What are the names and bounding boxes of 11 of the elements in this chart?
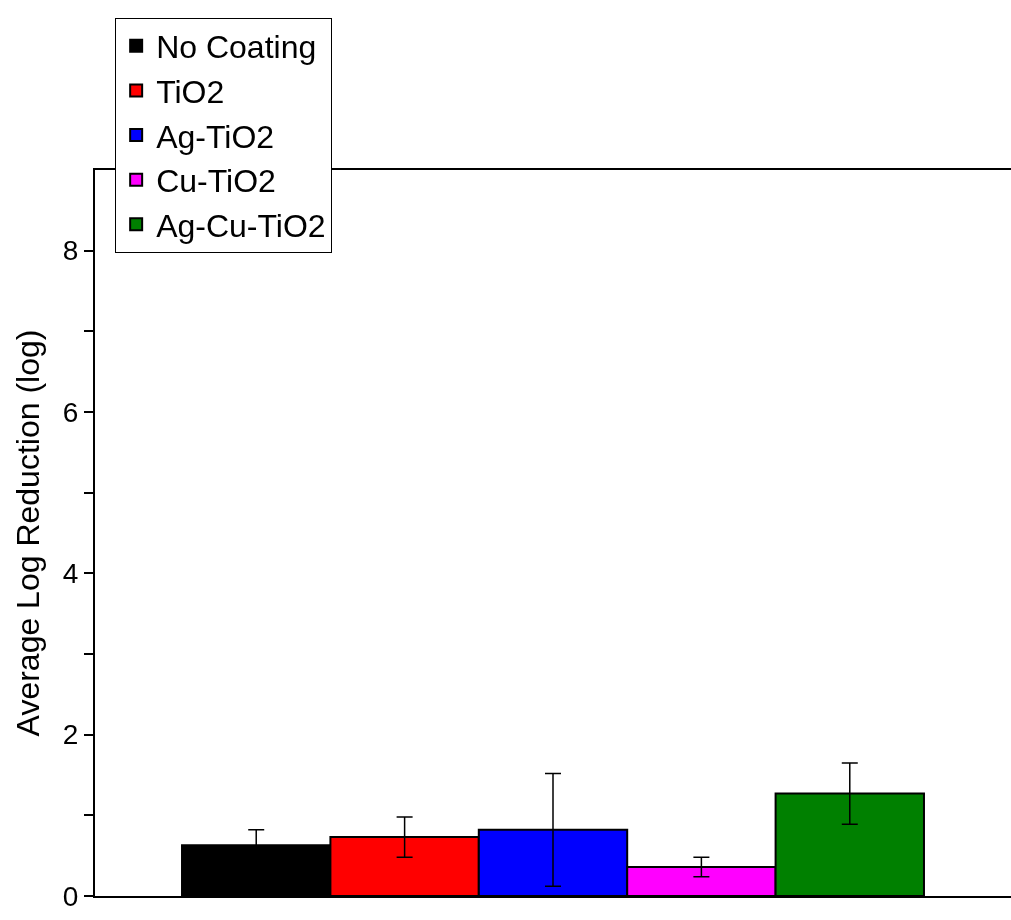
legend-label: Cu-TiO2 — [156, 163, 276, 200]
legend-label: No Coating — [156, 29, 317, 66]
y-tick-label: 4 — [62, 558, 79, 590]
legend-label: Ag-Cu-TiO2 — [156, 207, 326, 244]
y-axis-title: Average Log Reduction (log) — [9, 329, 46, 737]
legend-label: TiO2 — [156, 73, 225, 110]
legend-label: Ag-TiO2 — [156, 118, 275, 155]
y-tick-label: 0 — [62, 880, 79, 912]
y-tick-label: 6 — [62, 396, 79, 428]
y-tick-label: 8 — [62, 235, 79, 267]
y-tick-label: 2 — [62, 719, 79, 751]
